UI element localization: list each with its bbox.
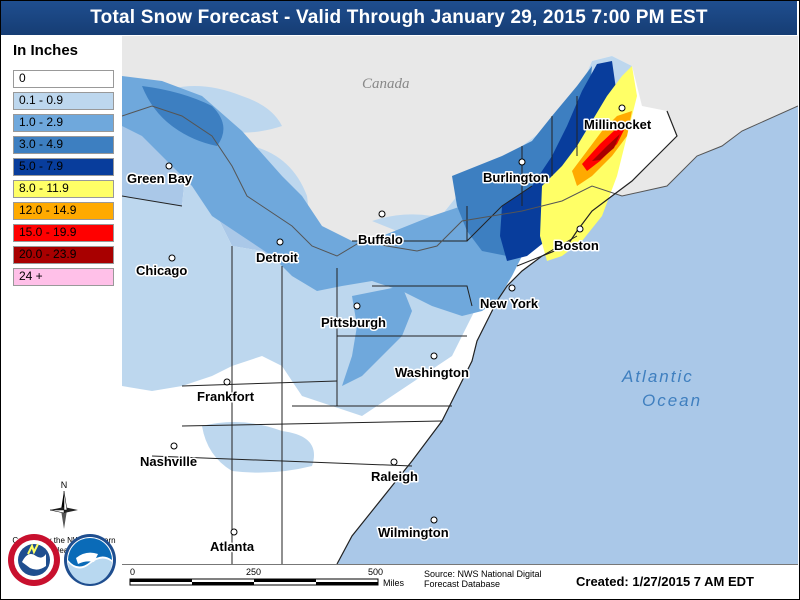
legend-item: 0.1 - 0.9 — [13, 92, 114, 110]
source-text: Source: NWS National Digital Forecast Da… — [424, 569, 542, 589]
legend-item: 24 + — [13, 268, 114, 286]
legend-label: 0.1 - 0.9 — [19, 93, 64, 107]
city-label: Buffalo — [358, 232, 403, 247]
city-label: Boston — [554, 238, 599, 253]
city-label: Detroit — [256, 250, 299, 265]
legend-label: 0 — [19, 71, 26, 85]
city-label: Chicago — [136, 263, 187, 278]
scale-unit-label: Miles — [383, 578, 405, 588]
legend-swatch — [13, 70, 114, 88]
legend-swatch — [13, 246, 114, 264]
snow-band-medium — [122, 66, 602, 316]
legend-label: 20.0 - 23.9 — [19, 247, 77, 261]
snow-forecast-map: Canada Atlantic Ocean Green Bay Chicago … — [122, 36, 798, 564]
legend-label: 24 + — [19, 269, 43, 283]
city-label: Burlington — [483, 170, 549, 185]
country-label: Canada — [362, 76, 410, 92]
legend-item: 0 — [13, 70, 114, 88]
country-border — [122, 105, 798, 257]
city-label: Atlanta — [210, 539, 255, 554]
legend-panel: In Inches 0 0.1 - 0.9 1.0 - 2.9 3.0 - 4.… — [1, 36, 123, 562]
city-label: New York — [480, 296, 539, 311]
legend-item: 1.0 - 2.9 — [13, 114, 114, 132]
legend-swatch — [13, 224, 114, 242]
created-text: Created: 1/27/2015 7 AM EDT — [576, 574, 754, 589]
noaa-logo-icon — [64, 534, 116, 586]
snow-band-darkred — [592, 134, 620, 161]
city-markers — [165, 104, 626, 536]
coastline — [336, 110, 678, 564]
city-label: Green Bay — [127, 171, 193, 186]
legend-label: 15.0 - 19.9 — [19, 225, 77, 239]
ocean-label-line2: Ocean — [642, 391, 702, 410]
compass-north-label: N — [61, 480, 68, 490]
nws-logo-icon — [8, 534, 60, 586]
snow-band-heavy — [500, 61, 617, 261]
snow-band-red — [582, 124, 627, 171]
legend-swatch — [13, 114, 114, 132]
legend-swatch — [13, 158, 114, 176]
snow-band-light — [122, 56, 632, 416]
legend-swatch — [13, 136, 114, 154]
logos — [8, 534, 116, 586]
legend-swatch — [13, 268, 114, 286]
credit-text: Created by the NWS Eastern Region Headqu… — [12, 536, 116, 555]
footer-bar: 0 250 500 Miles Source: NWS National Dig… — [122, 564, 798, 599]
city-label: Pittsburgh — [321, 315, 386, 330]
city-label: Nashville — [140, 454, 197, 469]
legend-swatch — [13, 180, 114, 198]
lake-ontario — [372, 214, 432, 231]
city-label: Millinocket — [584, 117, 652, 132]
state-boundaries — [122, 96, 578, 564]
city-label: Frankfort — [197, 389, 255, 404]
scale-tick-label: 500 — [368, 567, 383, 577]
scale-bar: 0 250 500 Miles — [129, 567, 405, 588]
legend-swatch — [13, 92, 114, 110]
compass-rose-icon: N — [49, 480, 78, 529]
legend-item: 20.0 - 23.9 — [13, 246, 114, 264]
city-label: Washington — [395, 365, 469, 380]
legend-item: 15.0 - 19.9 — [13, 224, 114, 242]
legend-label: 12.0 - 14.9 — [19, 203, 77, 217]
scale-tick-label: 0 — [130, 567, 135, 577]
legend-item: 5.0 - 7.9 — [13, 158, 114, 176]
city-label: Wilmington — [378, 525, 449, 540]
legend-label: 3.0 - 4.9 — [19, 137, 64, 151]
city-label: Raleigh — [371, 469, 418, 484]
snow-band-light-south — [202, 422, 314, 473]
scale-tick-label: 250 — [246, 567, 261, 577]
legend-item: 8.0 - 11.9 — [13, 180, 114, 198]
legend-label: 1.0 - 2.9 — [19, 115, 64, 129]
legend-item: 3.0 - 4.9 — [13, 136, 114, 154]
legend-title: In Inches — [13, 42, 79, 59]
legend-swatch — [13, 202, 114, 220]
map-title: Total Snow Forecast - Valid Through Janu… — [1, 1, 797, 35]
ocean-label-line1: Atlantic — [621, 367, 694, 386]
legend-label: 5.0 - 7.9 — [19, 159, 64, 173]
legend-item: 12.0 - 14.9 — [13, 202, 114, 220]
legend-label: 8.0 - 11.9 — [19, 181, 69, 195]
